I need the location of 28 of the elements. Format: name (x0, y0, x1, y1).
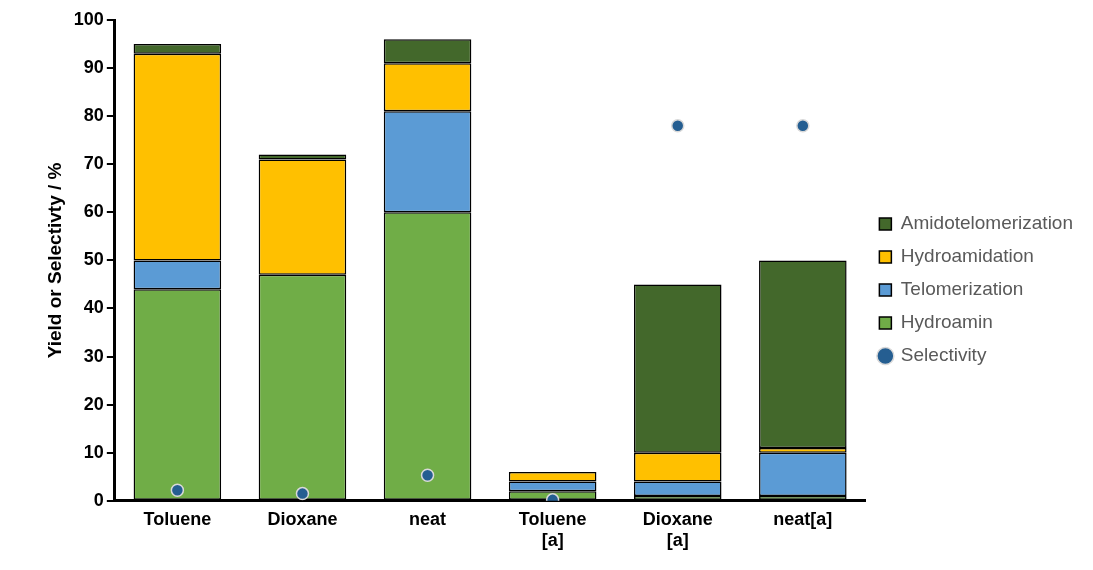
y-tick-label: 60 (83, 201, 104, 222)
y-tick-label: 10 (83, 441, 104, 462)
x-tick-label: Toluene (143, 508, 212, 529)
y-tick-label: 100 (73, 8, 104, 29)
point (420, 468, 435, 483)
y-tick-label: 40 (83, 297, 104, 318)
x-tick-label: neat (409, 508, 447, 529)
y-axis-title: Yield or Selectivty / % (43, 162, 65, 359)
point (170, 483, 185, 497)
x-tick-label: Toluene [a] (518, 508, 587, 551)
legend-label: Selectivity (900, 344, 987, 366)
y-tick-label: 80 (83, 105, 104, 126)
y-tick-label: 90 (83, 57, 104, 78)
y-tick-label: 50 (83, 249, 104, 270)
legend-label: Hydroamin (900, 311, 993, 333)
y-tick-label: 0 (93, 489, 104, 510)
legend-label: Amidotelomerization (900, 212, 1074, 234)
x-tick-label: neat[a] (773, 508, 833, 529)
y-tick-label: 20 (83, 393, 104, 414)
point (670, 119, 685, 133)
y-tick-label: 70 (83, 153, 104, 174)
legend-label: Hydroamidation (900, 245, 1034, 267)
legend-label: Telomerization (900, 278, 1024, 300)
y-tick-label: 30 (83, 345, 104, 366)
point (295, 486, 310, 501)
point (796, 119, 810, 133)
x-tick-label: Dioxane (267, 508, 338, 529)
x-tick-label: Dioxane [a] (642, 508, 713, 551)
